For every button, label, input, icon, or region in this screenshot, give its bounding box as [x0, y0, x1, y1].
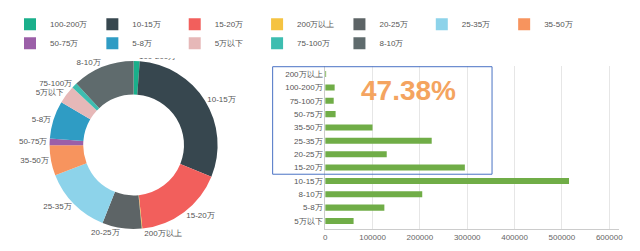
svg-text:200万以上: 200万以上	[144, 229, 181, 238]
svg-text:200万以上: 200万以上	[297, 20, 334, 29]
svg-text:5-8万: 5-8万	[303, 203, 323, 212]
svg-text:25-35万: 25-35万	[462, 20, 490, 29]
svg-text:8-10万: 8-10万	[299, 190, 323, 199]
svg-text:25-35万: 25-35万	[294, 137, 322, 146]
svg-text:300000: 300000	[454, 233, 481, 242]
svg-text:10-15万: 10-15万	[207, 95, 235, 104]
svg-text:15-20万: 15-20万	[215, 20, 243, 29]
svg-text:5-8万: 5-8万	[132, 39, 152, 48]
svg-text:35-50万: 35-50万	[294, 123, 322, 132]
svg-text:10-15万: 10-15万	[132, 20, 160, 29]
svg-text:5万以下: 5万以下	[215, 39, 243, 48]
svg-text:100-200万: 100-200万	[50, 20, 87, 29]
svg-text:5-8万: 5-8万	[32, 115, 52, 124]
svg-text:20-25万: 20-25万	[294, 150, 322, 159]
svg-text:8-10万: 8-10万	[379, 39, 403, 48]
svg-text:75-100万: 75-100万	[290, 97, 323, 106]
svg-text:15-20万: 15-20万	[294, 163, 322, 172]
svg-text:35-50万: 35-50万	[20, 156, 48, 165]
svg-text:35-50万: 35-50万	[544, 20, 572, 29]
svg-text:100-200万: 100-200万	[285, 83, 322, 92]
svg-text:400000: 400000	[501, 233, 528, 242]
svg-text:75-100万: 75-100万	[297, 39, 330, 48]
svg-text:50-75万: 50-75万	[50, 39, 78, 48]
svg-text:500000: 500000	[549, 233, 576, 242]
svg-text:5万以下: 5万以下	[36, 88, 64, 97]
svg-text:20-25万: 20-25万	[379, 20, 407, 29]
svg-text:10-15万: 10-15万	[294, 177, 322, 186]
svg-text:75-100万: 75-100万	[39, 79, 72, 88]
svg-text:50-75万: 50-75万	[19, 137, 47, 146]
svg-text:100000: 100000	[359, 233, 386, 242]
svg-text:25-35万: 25-35万	[43, 202, 71, 211]
svg-text:5万以下: 5万以下	[294, 217, 322, 226]
svg-text:600000: 600000	[596, 233, 623, 242]
svg-text:15-20万: 15-20万	[186, 211, 214, 220]
svg-text:200万以上: 200万以上	[285, 70, 322, 79]
svg-text:50-75万: 50-75万	[294, 110, 322, 119]
svg-text:20-25万: 20-25万	[91, 228, 119, 237]
svg-text:47.38%: 47.38%	[361, 75, 456, 106]
svg-text:0: 0	[323, 233, 328, 242]
svg-text:200000: 200000	[407, 233, 434, 242]
svg-text:8-10万: 8-10万	[77, 58, 101, 67]
